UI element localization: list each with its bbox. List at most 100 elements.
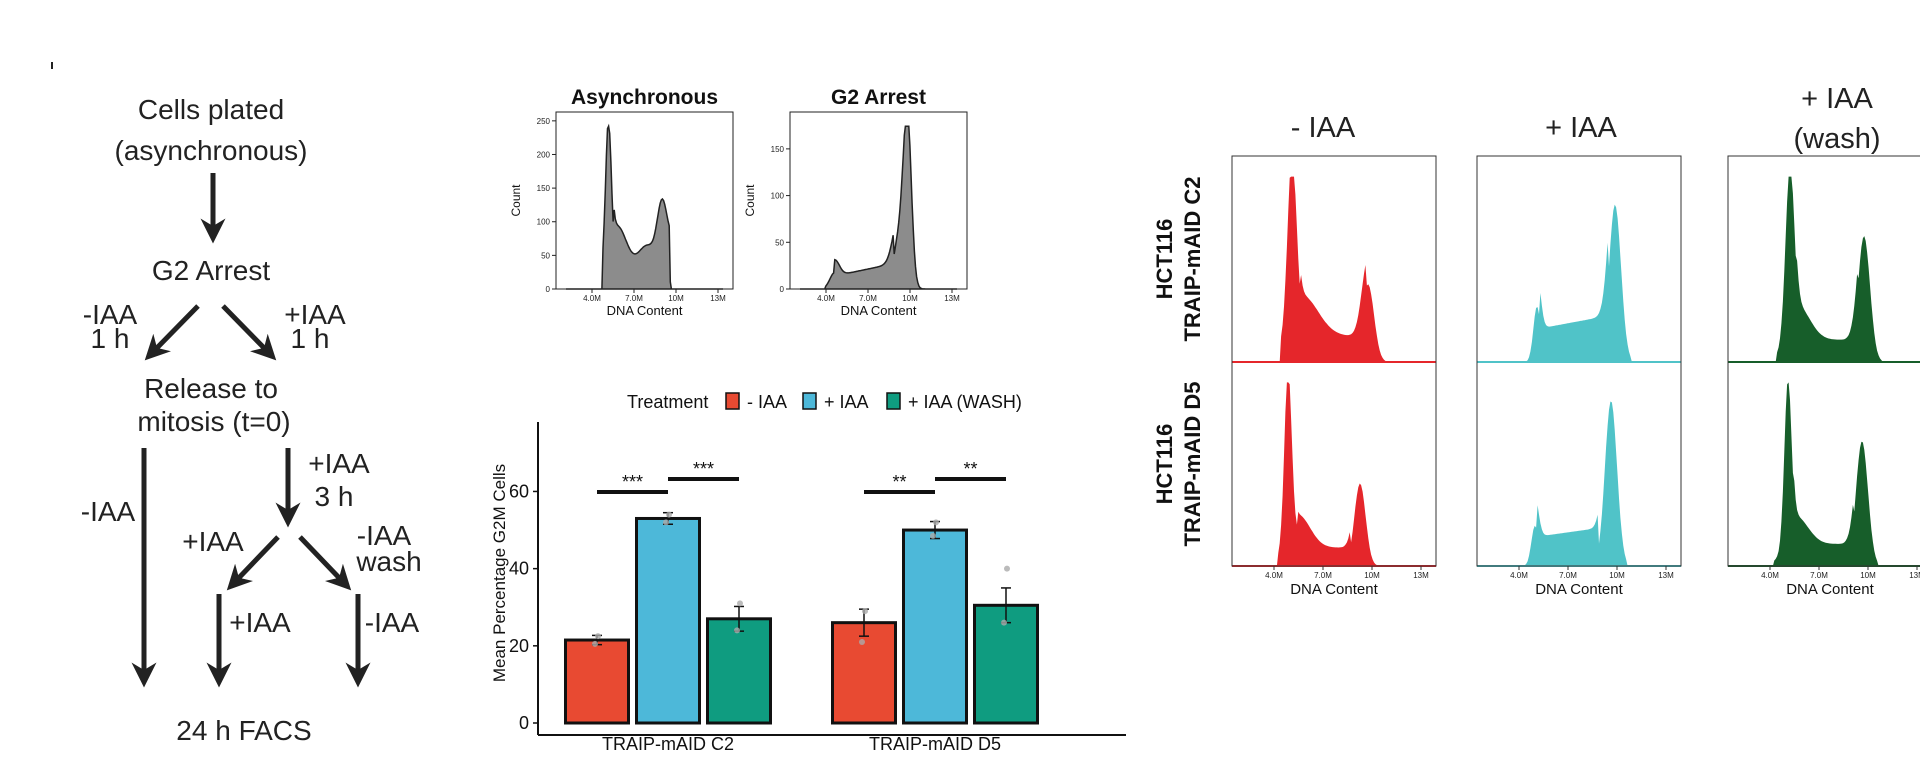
flow-diagram: Cells plated (asynchronous) G2 Arrest -I… [51, 62, 422, 746]
arrow-left-branch [144, 304, 200, 361]
data-point [859, 638, 865, 645]
histogram-ylabel: Count [509, 184, 523, 217]
flow-left-branch-line1: -IAA [83, 299, 138, 330]
bar-0-0 [564, 638, 630, 725]
bar-0-1 [635, 516, 701, 725]
facs-xlabel-2: DNA Content [1786, 581, 1874, 598]
facs-xtick-label: 7.0M [1314, 571, 1332, 580]
facs-xtick-label: 4.0M [1265, 571, 1283, 580]
flow-minus-iaa-b: -IAA [365, 607, 420, 638]
facs-xtick-label: 10M [1364, 571, 1380, 580]
flow-start-line1: Cells plated [138, 94, 284, 125]
histogram-xtick-label: 10M [668, 294, 684, 303]
histogram-panels: Asynchronous 0 50 100 150 200 250 4.0M 7.0M 10M 13… [509, 86, 968, 318]
facs-cell-0-0 [1232, 176, 1436, 363]
histogram-xtick-label: 4.0M [817, 294, 835, 303]
bar-group-0: TRAIP-mAID C2 [564, 511, 772, 754]
legend: Treatment - IAA + IAA + IAA (WASH) [627, 392, 1022, 412]
histogram-area [800, 125, 957, 290]
facs-row-label-0-0: HCT116 [1152, 219, 1177, 300]
histogram-ytick-label: 150 [537, 184, 551, 193]
bar-1-0 [831, 621, 897, 725]
facs-col-header-0: - IAA [1291, 112, 1356, 144]
histogram-xtick-label: 4.0M [583, 294, 601, 303]
facs-xtick-label: 13M [1413, 571, 1429, 580]
histogram-area [566, 123, 723, 290]
data-point [1004, 565, 1010, 572]
facs-xtick-label: 7.0M [1559, 571, 1577, 580]
data-point [1001, 619, 1007, 626]
flow-arrest: G2 Arrest [152, 255, 270, 286]
flow-end: 24 h FACS [176, 715, 311, 746]
bar-group-1: TRAIP-mAID D5 [831, 519, 1039, 754]
bar-chart: Treatment - IAA + IAA + IAA (WASH) 0 20 40 60Me… [490, 392, 1126, 754]
legend-swatch-0 [725, 392, 740, 410]
flow-minus-wash-line2: wash [355, 546, 421, 577]
facs-col-header-3: (wash) [1793, 123, 1880, 155]
histogram-ytick-label: 0 [780, 285, 785, 294]
facs-cell-1-2 [1728, 382, 1920, 567]
histogram-xlabel: DNA Content [841, 303, 917, 318]
significance-label: *** [622, 472, 643, 492]
histogram-ytick-label: 100 [537, 218, 551, 227]
histogram-frame [555, 111, 734, 290]
bar-category-label-0: TRAIP-mAID C2 [602, 734, 734, 754]
flow-plus-3h-line2: 3 h [315, 481, 354, 512]
histogram-xtick-label: 7.0M [859, 294, 877, 303]
flow-start-line2: (asynchronous) [115, 135, 308, 166]
histogram-ytick-label: 50 [775, 238, 784, 247]
significance-label: ** [963, 459, 977, 479]
legend-label-0: - IAA [747, 392, 787, 412]
facs-xtick-label: 10M [1860, 571, 1876, 580]
histogram-xtick-label: 10M [902, 294, 918, 303]
data-point [930, 532, 936, 539]
significance-label: ** [892, 472, 906, 492]
histogram-title: G2 Arrest [831, 86, 926, 109]
histogram-ytick-label: 200 [537, 150, 551, 159]
facs-cell-1-1 [1477, 401, 1681, 567]
histogram-xtick-label: 7.0M [625, 294, 643, 303]
facs-xtick-label: 13M [1658, 571, 1674, 580]
facs-xlabel-0: DNA Content [1290, 581, 1378, 598]
facs-cell-1-0 [1232, 382, 1436, 567]
facs-histogram [1234, 176, 1434, 362]
histogram-ytick-label: 150 [771, 145, 785, 154]
histogram-frame [789, 111, 968, 290]
facs-cell-0-1 [1477, 204, 1681, 363]
histogram-ytick-label: 50 [541, 251, 550, 260]
facs-grid: - IAA + IAA+ IAA(wash)HCT116 TRAIP-mAID C2… [1152, 83, 1920, 598]
bar-ytick-label: 40 [509, 559, 529, 579]
data-point [734, 627, 740, 634]
flow-release-line2: mitosis (t=0) [137, 406, 290, 437]
facs-frame-1 [1476, 155, 1682, 567]
flow-minus-iaa: -IAA [81, 496, 136, 527]
data-point [592, 640, 598, 647]
facs-xlabel-1: DNA Content [1535, 581, 1623, 598]
bar-ytick-label: 60 [509, 481, 529, 501]
histogram-g2-arrest: G2 Arrest 0 50 100 150 4.0M 7.0M 10M 13M DNA Cont… [743, 86, 968, 318]
histogram-asynchronous: Asynchronous 0 50 100 150 200 250 4.0M 7.0M 10M 13… [509, 86, 734, 318]
data-point [666, 511, 672, 518]
bar-ytick-label: 20 [509, 636, 529, 656]
legend-label-2: + IAA (WASH) [908, 392, 1022, 412]
facs-histogram [1234, 382, 1434, 566]
flow-left-branch-line2: 1 h [91, 323, 130, 354]
facs-xtick-label: 10M [1609, 571, 1625, 580]
data-point [933, 519, 939, 526]
flow-right-branch-line2: 1 h [291, 323, 330, 354]
facs-cell-0-2 [1728, 176, 1920, 363]
facs-histogram [1730, 176, 1920, 362]
bar-category-label-1: TRAIP-mAID D5 [869, 734, 1001, 754]
facs-histogram [1479, 204, 1679, 362]
legend-swatch-2 [886, 392, 901, 410]
facs-row-label-1-1: TRAIP-mAID D5 [1180, 381, 1205, 546]
histogram-ytick-label: 250 [537, 117, 551, 126]
facs-xtick-label: 13M [1909, 571, 1920, 580]
histogram-xtick-label: 13M [944, 294, 960, 303]
legend-swatch-1 [802, 392, 817, 410]
legend-title: Treatment [627, 392, 708, 412]
histogram-xlabel: DNA Content [607, 303, 683, 318]
arrow-split-right [298, 535, 352, 591]
legend-label-1: + IAA [824, 392, 869, 412]
bar-0-2 [706, 617, 772, 725]
